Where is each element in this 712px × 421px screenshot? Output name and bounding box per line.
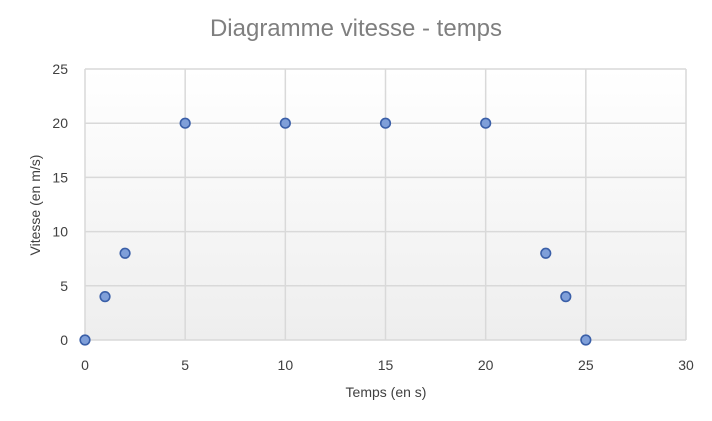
x-tick-25: 25 — [578, 357, 594, 373]
horizontal-gridlines — [85, 68, 686, 341]
x-tick-10: 10 — [278, 357, 294, 373]
x-tick-30: 30 — [678, 357, 694, 373]
data-point — [540, 247, 552, 259]
data-point — [79, 334, 91, 346]
data-point — [480, 117, 492, 129]
data-points — [79, 117, 592, 346]
y-tick-5: 5 — [60, 278, 68, 294]
chart-title: Diagramme vitesse - temps — [210, 15, 502, 42]
x-tick-20: 20 — [478, 357, 494, 373]
vertical-gridlines — [84, 69, 687, 340]
x-tick-labels: 0 5 10 15 20 25 30 — [81, 357, 694, 373]
x-axis-label: Temps (en s) — [346, 384, 427, 400]
y-tick-10: 10 — [52, 224, 68, 240]
data-point — [99, 291, 111, 303]
x-tick-15: 15 — [378, 357, 394, 373]
data-point — [379, 117, 392, 129]
x-tick-5: 5 — [181, 357, 189, 373]
y-tick-25: 25 — [52, 61, 68, 77]
data-point — [580, 334, 592, 346]
y-tick-20: 20 — [52, 115, 68, 131]
x-tick-0: 0 — [81, 357, 89, 373]
y-tick-labels: 0 5 10 15 20 25 — [52, 61, 68, 348]
y-tick-0: 0 — [60, 332, 68, 348]
data-point — [560, 291, 572, 303]
data-point — [119, 247, 131, 259]
data-point — [279, 117, 291, 129]
data-point — [179, 117, 191, 129]
y-tick-15: 15 — [52, 169, 68, 185]
y-axis-label: Vitesse (en m/s) — [27, 155, 43, 256]
